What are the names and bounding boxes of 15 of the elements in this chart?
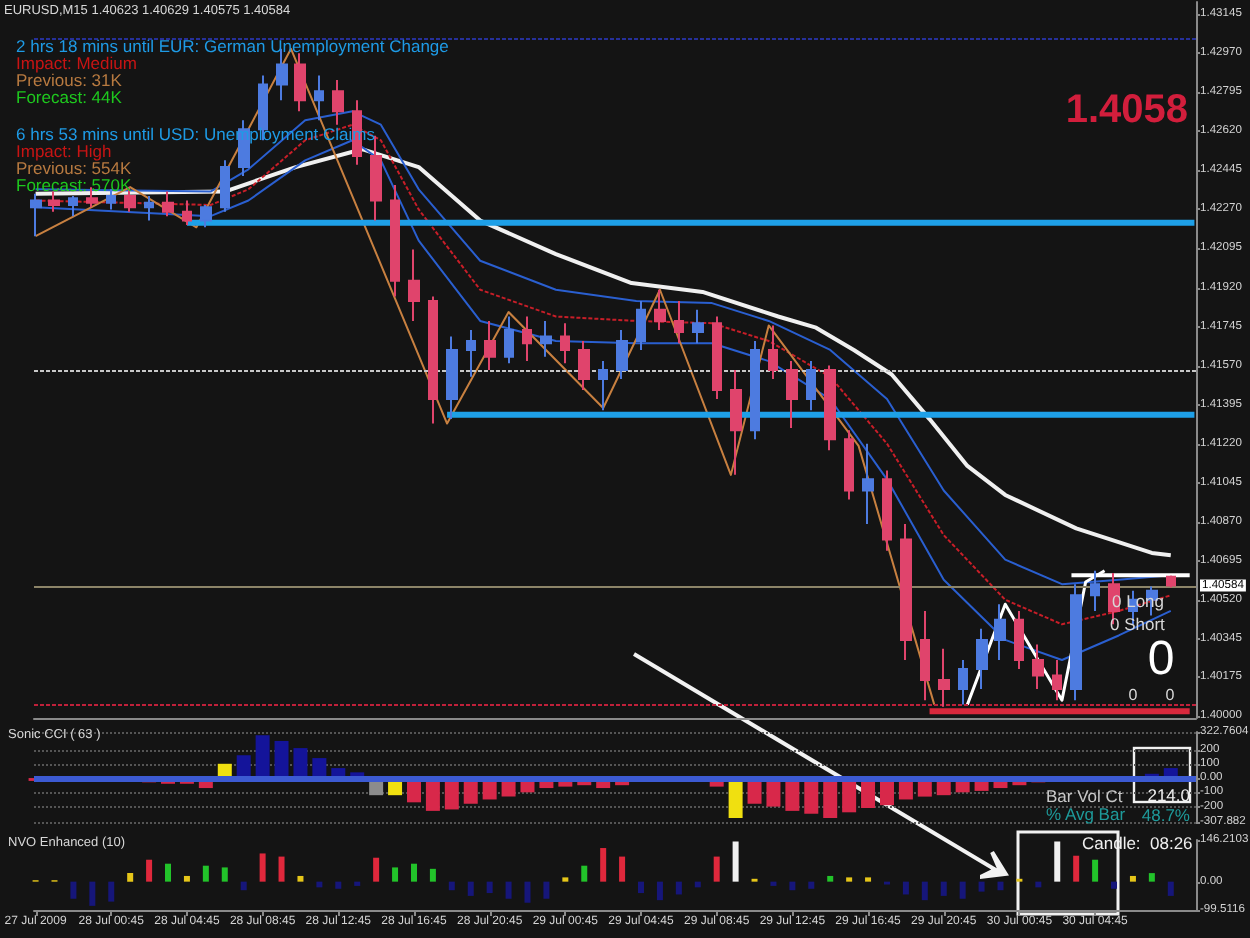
annotation: Impact: Medium <box>16 53 137 73</box>
annotation: Previous: 31K <box>16 70 123 90</box>
annotation: 2 hrs 18 mins until EUR: German Unemployment Change <box>16 36 450 56</box>
annotation: 214.0 <box>1147 785 1191 805</box>
annotation: % Avg Bar <box>1046 804 1126 824</box>
annotation: 48.7% <box>1141 805 1191 825</box>
annotation: 1.4058 <box>1065 88 1188 132</box>
annotation: Impact: High <box>16 141 112 161</box>
annotation: Previous: 554K <box>16 158 132 178</box>
annotation: Forecast: 44K <box>16 87 123 107</box>
annotation: 08:26 <box>1150 833 1194 853</box>
annotation: 0 <box>1147 632 1175 686</box>
annotation: 0 <box>1128 686 1139 704</box>
annotation: 0 <box>1165 686 1176 704</box>
annotation: Bar Vol Ct <box>1046 786 1124 806</box>
